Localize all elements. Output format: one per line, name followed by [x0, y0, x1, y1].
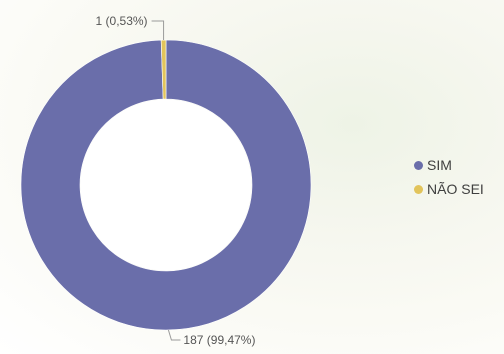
data-label-sim: 187 (99,47%) — [183, 333, 255, 347]
legend-item-sim[interactable]: SIM — [414, 153, 484, 177]
data-label-nao-sei: 1 (0,53%) — [96, 14, 148, 28]
donut-slice-n-o-sei[interactable] — [160, 39, 167, 100]
legend: SIM NÃO SEI — [414, 153, 484, 201]
donut-hole — [80, 99, 252, 271]
leader-line-nao-sei — [151, 20, 165, 41]
leader-line-sim — [167, 329, 181, 341]
legend-item-nao-sei[interactable]: NÃO SEI — [414, 177, 484, 201]
legend-label-sim: SIM — [427, 157, 452, 173]
legend-dot-sim — [414, 160, 423, 170]
donut-slice-sim[interactable] — [20, 39, 312, 331]
legend-label-nao-sei: NÃO SEI — [427, 181, 484, 197]
legend-dot-nao-sei — [414, 184, 423, 194]
